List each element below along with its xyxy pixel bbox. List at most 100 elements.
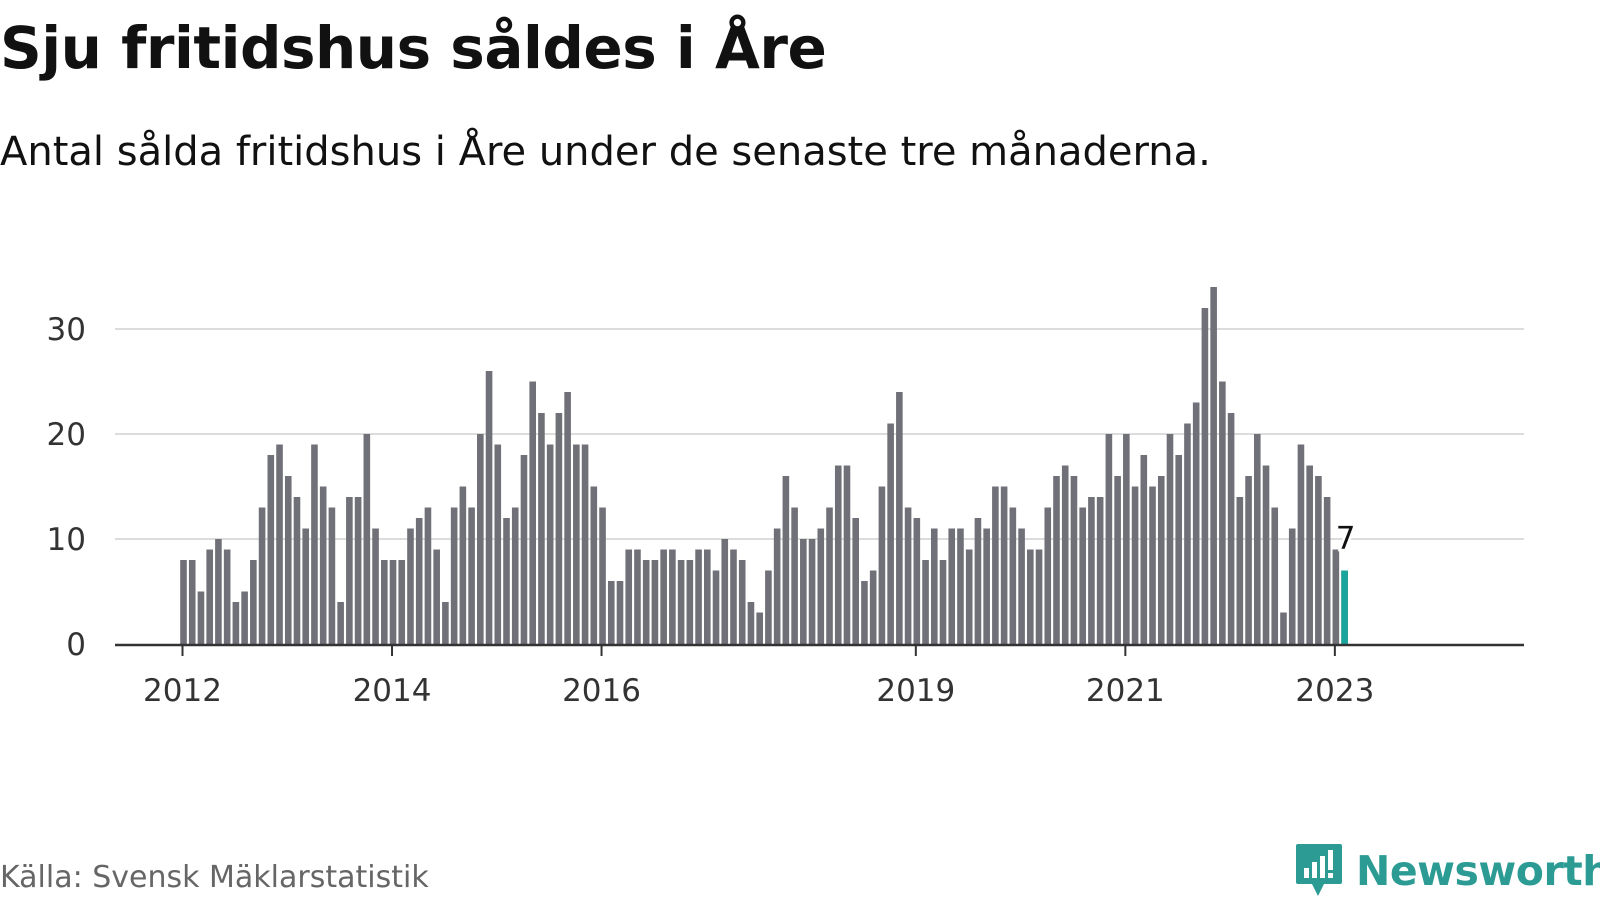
bar <box>1131 486 1139 644</box>
bar <box>616 581 624 644</box>
bar <box>503 518 510 644</box>
axes: 0 10 20 30 7 2012 2014 2016 2019 2021 2023 <box>47 312 1524 709</box>
bar <box>564 392 571 644</box>
bar <box>1018 528 1025 644</box>
bar <box>1070 476 1078 644</box>
bar <box>232 602 240 644</box>
bar <box>808 539 816 644</box>
bar <box>197 591 205 644</box>
bar <box>311 444 318 644</box>
bar <box>1000 486 1008 644</box>
newsworthy-logo: Newsworthy <box>1294 842 1600 900</box>
bar <box>319 486 327 644</box>
bar <box>223 549 231 644</box>
y-tick-label: 10 <box>47 522 86 558</box>
bar <box>398 560 406 644</box>
bar <box>389 560 397 644</box>
bar <box>538 413 545 644</box>
bar <box>1079 507 1086 644</box>
bar <box>660 549 667 644</box>
bar <box>529 381 536 644</box>
bar <box>1061 465 1069 644</box>
bar <box>826 507 833 644</box>
bar <box>983 528 990 644</box>
bar <box>930 528 938 644</box>
chart-subtitle: Antal sålda fritidshus i Åre under de se… <box>0 129 1211 175</box>
highlight-bar <box>1341 570 1348 644</box>
bar <box>817 528 825 644</box>
bar <box>712 570 720 644</box>
bar <box>948 528 956 644</box>
bar <box>363 434 371 644</box>
bar <box>477 434 484 644</box>
bar <box>1096 497 1104 644</box>
bar <box>581 444 589 644</box>
bar <box>511 507 519 644</box>
bar <box>1105 434 1113 644</box>
bar <box>573 444 580 644</box>
bar <box>852 518 860 644</box>
bar <box>485 371 493 644</box>
bar <box>695 549 702 644</box>
bar <box>1157 476 1165 644</box>
bar <box>1044 507 1052 644</box>
bar <box>1227 413 1235 644</box>
bar <box>590 486 598 644</box>
bar <box>1149 486 1156 644</box>
bar <box>1114 476 1121 644</box>
x-tick-label: 2012 <box>143 673 222 709</box>
bar <box>468 507 475 644</box>
bar <box>258 507 266 644</box>
bar <box>407 528 414 644</box>
x-tick-label: 2019 <box>876 673 955 709</box>
bar <box>1323 497 1331 644</box>
highlight-value-label: 7 <box>1336 521 1356 557</box>
bar <box>442 602 449 644</box>
bar <box>704 549 711 644</box>
bar <box>1088 497 1095 644</box>
bar <box>215 539 222 644</box>
bar <box>459 486 467 644</box>
bar <box>276 444 283 644</box>
bar <box>433 549 440 644</box>
bar <box>1166 434 1174 644</box>
bar <box>800 539 807 644</box>
bar <box>834 465 842 644</box>
bar <box>791 507 798 644</box>
bar <box>1210 287 1217 644</box>
bar <box>1219 381 1226 644</box>
bar <box>974 518 982 644</box>
bar <box>241 591 248 644</box>
bar <box>180 560 187 644</box>
bar <box>1297 444 1305 644</box>
bar <box>284 476 292 644</box>
bar <box>625 549 633 644</box>
bar <box>651 560 659 644</box>
bar <box>1053 476 1060 644</box>
bar <box>250 560 257 644</box>
bar <box>922 560 929 644</box>
bar <box>756 612 763 644</box>
bar <box>782 476 790 644</box>
bar <box>555 413 563 644</box>
bar <box>267 455 275 644</box>
bar <box>1280 612 1287 644</box>
bar <box>1009 507 1017 644</box>
bar <box>730 549 737 644</box>
bar <box>380 560 388 644</box>
bar <box>1253 434 1261 644</box>
source-note: Källa: Svensk Mäklarstatistik <box>0 860 429 895</box>
bar <box>494 444 502 644</box>
bar <box>206 549 213 644</box>
bar <box>372 528 379 644</box>
bar <box>1184 423 1191 644</box>
bar <box>677 560 685 644</box>
bar <box>293 497 301 644</box>
bar <box>328 507 336 644</box>
bar <box>1140 455 1148 644</box>
y-tick-label: 20 <box>47 417 86 453</box>
bar <box>765 570 772 644</box>
bar <box>669 549 676 644</box>
bar <box>896 392 903 644</box>
bar <box>546 444 554 644</box>
